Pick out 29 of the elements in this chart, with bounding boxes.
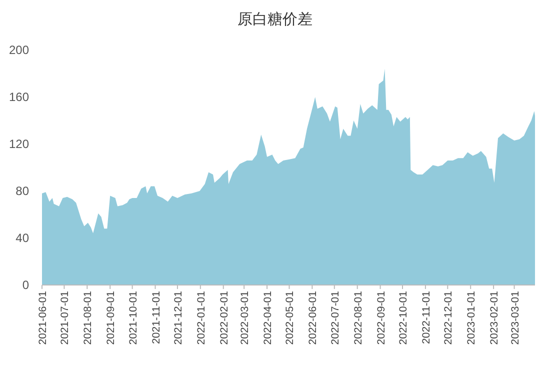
x-tick-label: 2022-07-01 (329, 290, 342, 345)
x-tick-label: 2022-01-01 (195, 290, 208, 345)
x-tick-label: 2022-11-01 (420, 290, 432, 344)
x-tick-label: 2022-02-01 (218, 290, 230, 345)
x-tick-label: 2021-07-01 (59, 290, 72, 345)
x-tick-label: 2021-09-01 (105, 290, 118, 345)
x-tick-label: 2022-03-01 (239, 290, 252, 345)
x-tick-label: 2021-12-01 (172, 290, 184, 345)
y-tick-label: 80 (16, 184, 30, 198)
y-tick-label: 40 (16, 231, 30, 245)
x-tick-label: 2021-10-01 (127, 290, 140, 345)
x-tick-label: 2022-12-01 (442, 290, 455, 345)
chart-title: 原白糖价差 (238, 10, 312, 28)
x-tick-label: 2023-03-01 (509, 290, 522, 345)
y-tick-label: 160 (8, 90, 30, 104)
x-tick-label: 2022-06-01 (307, 290, 320, 345)
x-tick-label: 2022-09-01 (375, 290, 388, 345)
x-tick-label: 2023-02-01 (488, 290, 501, 345)
x-tick-label: 2022-05-01 (284, 290, 296, 345)
y-tick-label: 0 (22, 278, 30, 292)
x-tick-label: 2022-10-01 (397, 290, 410, 345)
x-tick-label: 2022-08-01 (352, 290, 364, 345)
y-tick-label: 200 (8, 43, 30, 57)
x-tick-label: 2021-08-01 (82, 290, 94, 345)
x-tick-label: 2021-11-01 (150, 290, 162, 344)
x-tick-label: 2023-01-01 (466, 290, 478, 345)
x-tick-label: 2021-06-01 (37, 290, 49, 345)
y-tick-label: 120 (8, 137, 30, 151)
x-tick-label: 2022-04-01 (262, 290, 274, 345)
